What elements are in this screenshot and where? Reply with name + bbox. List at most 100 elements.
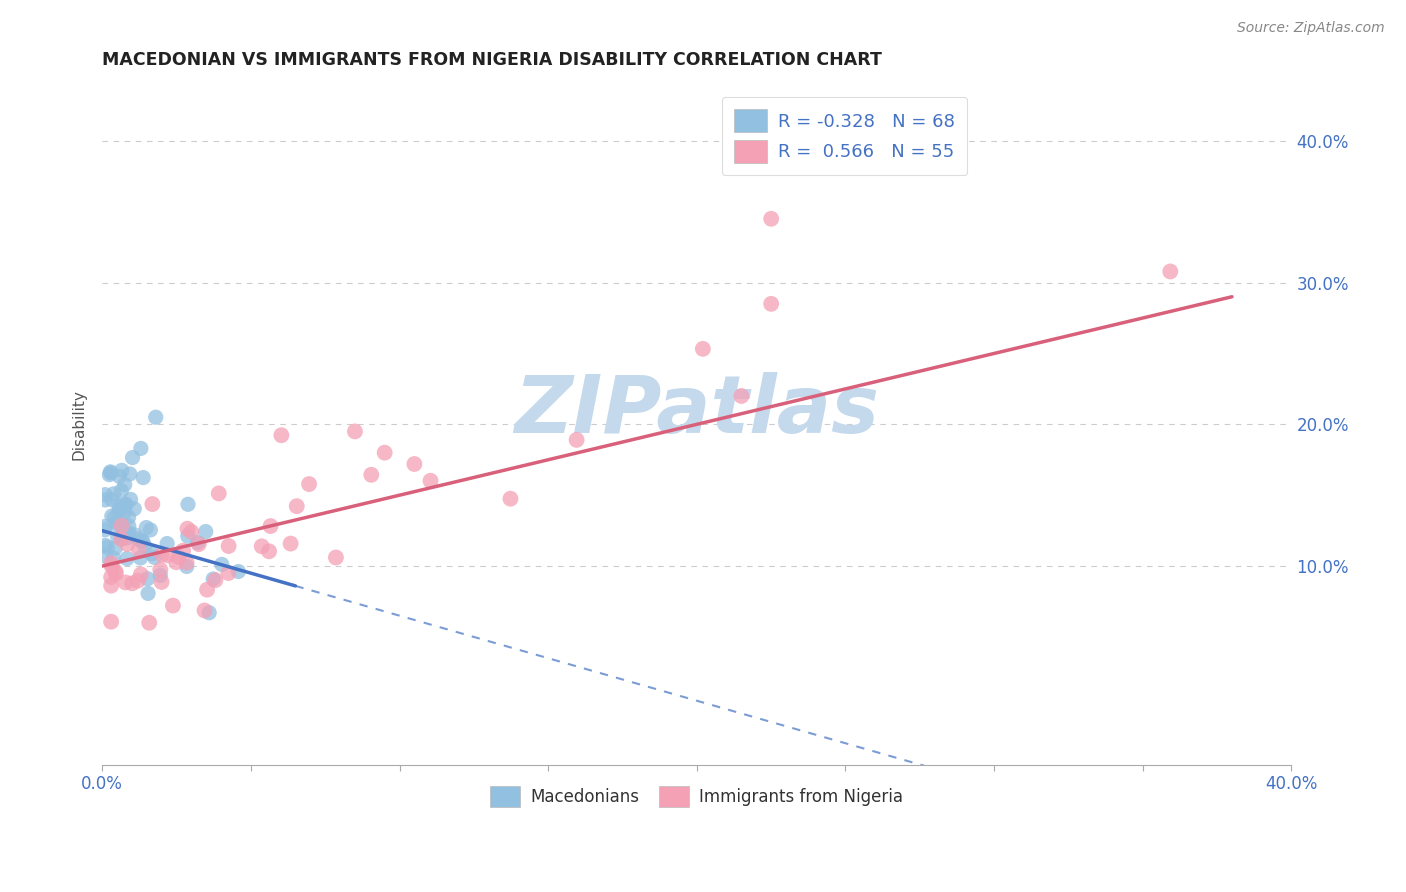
- Point: [96, 540, 118, 554]
- Point: [107, 516, 129, 530]
- Point: [565, 433, 588, 447]
- Point: [285, 499, 308, 513]
- Point: [100, 509, 122, 524]
- Point: [118, 467, 141, 481]
- Point: [176, 556, 198, 570]
- Point: [121, 450, 143, 465]
- Point: [298, 477, 321, 491]
- Point: [259, 519, 281, 533]
- Point: [149, 563, 172, 577]
- Point: [127, 532, 149, 546]
- Point: [136, 586, 159, 600]
- Point: [156, 536, 179, 550]
- Point: [100, 615, 122, 629]
- Point: [759, 211, 782, 226]
- Point: [730, 389, 752, 403]
- Point: [176, 522, 198, 536]
- Point: [499, 491, 522, 506]
- Point: [187, 535, 209, 549]
- Point: [139, 523, 162, 537]
- Point: [156, 549, 179, 563]
- Point: [100, 570, 122, 584]
- Text: Source: ZipAtlas.com: Source: ZipAtlas.com: [1237, 21, 1385, 35]
- Point: [118, 519, 141, 533]
- Point: [110, 518, 132, 533]
- Point: [101, 559, 124, 574]
- Point: [122, 501, 145, 516]
- Point: [129, 567, 152, 582]
- Point: [115, 498, 138, 512]
- Point: [111, 529, 134, 543]
- Point: [103, 510, 125, 524]
- Point: [360, 467, 382, 482]
- Point: [149, 568, 172, 582]
- Text: MACEDONIAN VS IMMIGRANTS FROM NIGERIA DISABILITY CORRELATION CHART: MACEDONIAN VS IMMIGRANTS FROM NIGERIA DI…: [103, 51, 882, 69]
- Point: [110, 483, 132, 498]
- Point: [150, 548, 173, 562]
- Point: [100, 579, 122, 593]
- Point: [141, 547, 163, 561]
- Point: [194, 524, 217, 539]
- Point: [176, 559, 198, 574]
- Point: [141, 497, 163, 511]
- Point: [115, 531, 138, 545]
- Point: [167, 549, 190, 564]
- Point: [404, 457, 426, 471]
- Point: [138, 615, 160, 630]
- Point: [165, 555, 187, 569]
- Point: [94, 488, 117, 502]
- Point: [108, 469, 131, 483]
- Point: [250, 539, 273, 553]
- Point: [110, 532, 132, 546]
- Point: [112, 528, 135, 542]
- Point: [120, 492, 142, 507]
- Point: [145, 410, 167, 425]
- Point: [419, 474, 441, 488]
- Point: [129, 442, 152, 456]
- Point: [208, 486, 231, 500]
- Point: [162, 599, 184, 613]
- Point: [107, 504, 129, 518]
- Point: [112, 506, 135, 520]
- Point: [257, 544, 280, 558]
- Point: [131, 533, 153, 548]
- Point: [204, 573, 226, 587]
- Point: [115, 537, 138, 551]
- Point: [128, 542, 150, 557]
- Point: [94, 523, 117, 537]
- Point: [121, 576, 143, 591]
- Point: [100, 466, 122, 480]
- Point: [172, 543, 194, 558]
- Point: [343, 425, 366, 439]
- Point: [111, 531, 134, 545]
- Point: [115, 551, 138, 566]
- Point: [100, 556, 122, 570]
- Point: [374, 445, 396, 459]
- Point: [114, 477, 136, 491]
- Point: [112, 524, 135, 539]
- Point: [94, 549, 117, 564]
- Point: [132, 534, 155, 549]
- Point: [111, 463, 134, 477]
- Point: [217, 566, 239, 580]
- Point: [94, 519, 117, 533]
- Point: [104, 565, 127, 579]
- Point: [94, 538, 117, 552]
- Point: [195, 582, 218, 597]
- Point: [135, 520, 157, 534]
- Point: [143, 550, 166, 565]
- Point: [202, 572, 225, 586]
- Point: [150, 574, 173, 589]
- Point: [114, 497, 136, 511]
- Point: [129, 551, 152, 566]
- Point: [136, 572, 159, 586]
- Point: [103, 487, 125, 501]
- Y-axis label: Disability: Disability: [72, 389, 86, 459]
- Point: [100, 492, 122, 507]
- Point: [692, 342, 714, 356]
- Point: [280, 536, 302, 550]
- Point: [218, 539, 240, 553]
- Point: [193, 603, 215, 617]
- Point: [187, 537, 209, 551]
- Point: [325, 550, 347, 565]
